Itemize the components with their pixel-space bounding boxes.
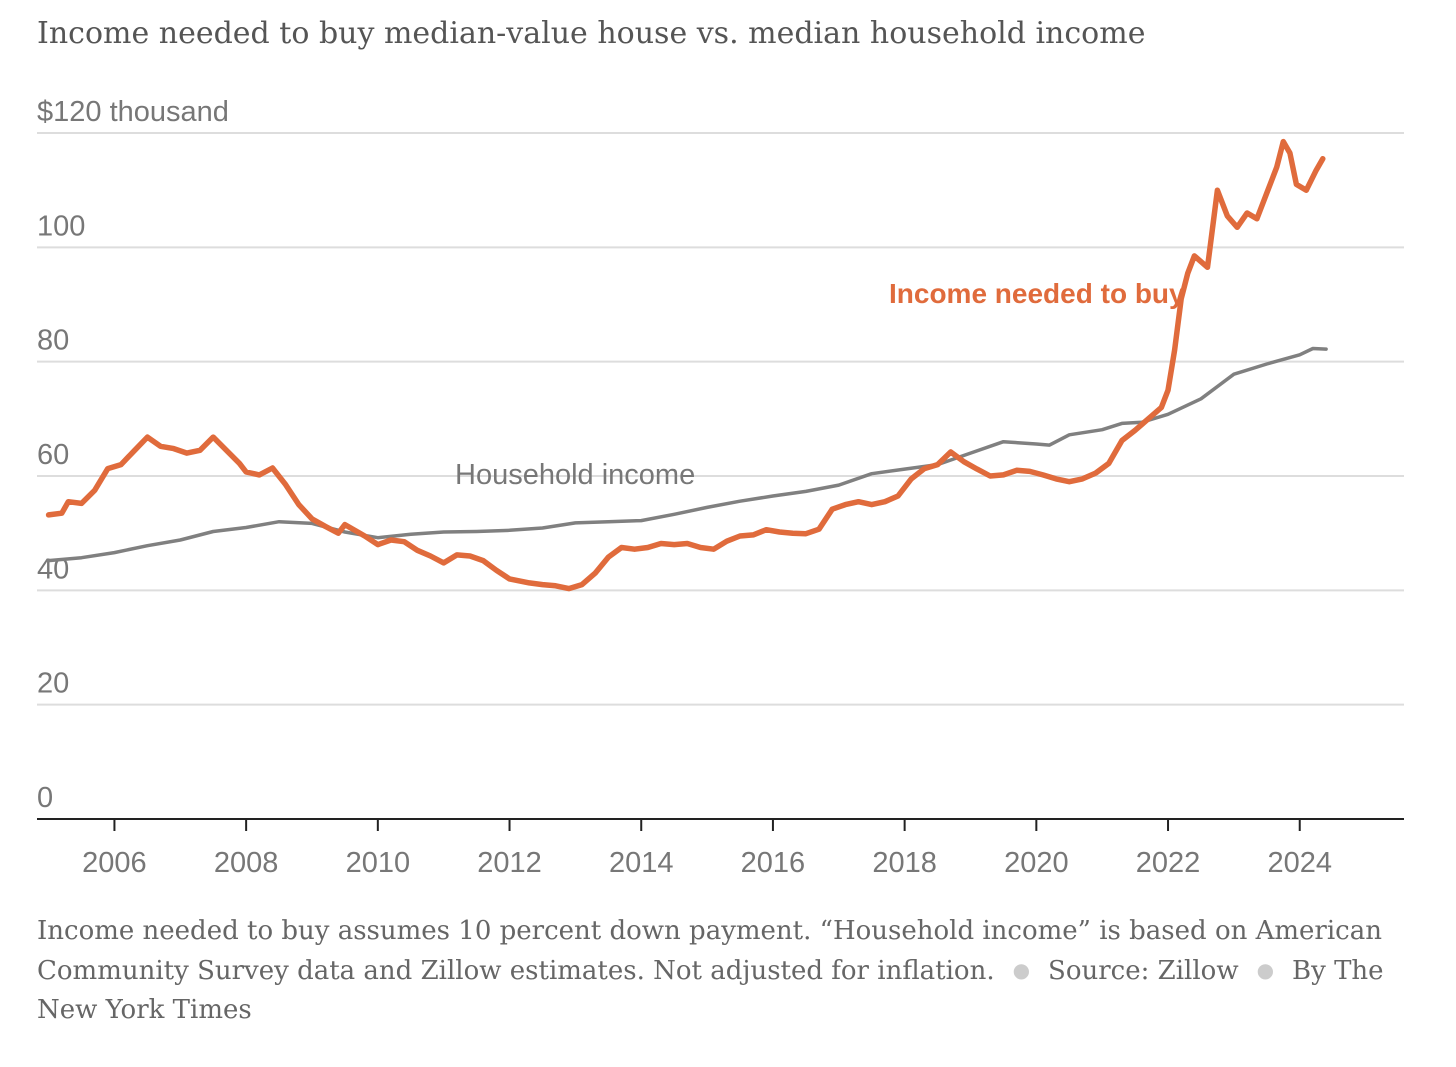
x-tick-label: 2024: [1267, 847, 1332, 879]
source-text: Source: Zillow: [1048, 956, 1239, 986]
household-income-label: Household income: [455, 459, 695, 491]
chart-footnote: Income needed to buy assumes 10 percent …: [37, 912, 1412, 1030]
chart-title: Income needed to buy median-value house …: [37, 16, 1146, 51]
income-needed-label: Income needed to buy: [889, 278, 1185, 309]
x-tick-label: 2022: [1136, 847, 1201, 879]
y-tick-label: 80: [37, 325, 69, 357]
separator-dot: ●: [1012, 958, 1031, 982]
x-tick-label: 2010: [346, 847, 411, 879]
household-income-line: [46, 346, 1328, 563]
x-tick-label: 2020: [1004, 847, 1069, 879]
y-tick-label: 0: [37, 782, 53, 814]
x-tick-label: 2008: [214, 847, 279, 879]
x-tick-label: 2018: [872, 847, 937, 879]
byline-prefix: By: [1292, 956, 1326, 986]
separator-dot: ●: [1256, 958, 1275, 982]
y-tick-label: 60: [37, 439, 69, 471]
x-tick-label: 2006: [82, 847, 147, 879]
x-ticks: 2006 2008 2010 2012 2014 2016 2018 2020 2022 2024: [82, 819, 1332, 879]
y-tick-label: 100: [37, 210, 85, 242]
footnote-text: Income needed to buy assumes 10 percent …: [37, 916, 1382, 986]
series-lines: [45, 138, 1328, 592]
y-tick-label: $120 thousand: [37, 96, 229, 128]
x-tick-label: 2016: [741, 847, 806, 879]
gridlines: [37, 132, 1404, 706]
income-needed-line: [45, 138, 1326, 592]
x-tick-label: 2014: [609, 847, 674, 879]
byline-org: The New York Times: [37, 956, 1384, 1025]
y-tick-label: 20: [37, 668, 69, 700]
x-tick-label: 2012: [477, 847, 542, 879]
